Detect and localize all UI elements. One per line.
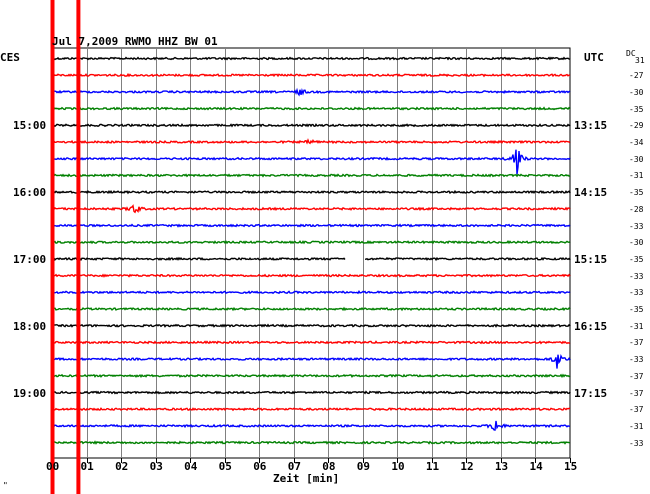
plot-title: Jul 7,2009 RWMO HHZ BW 01 (52, 35, 218, 48)
x-tick-label: 00 (46, 460, 60, 473)
marker-group (50, 0, 81, 494)
trace-line (51, 323, 571, 328)
dc-offset-label: -31 (629, 421, 644, 431)
trace-line (51, 87, 571, 97)
right-hour-label: 17:15 (574, 386, 608, 400)
trace-line (51, 340, 571, 345)
dc-offset-label: -33 (629, 271, 644, 281)
dc-offset-label: -37 (629, 338, 644, 348)
left-hour-label: 15:00 (13, 119, 47, 133)
right-hour-label: 14:15 (574, 186, 608, 200)
trace-line (51, 440, 571, 445)
dc-offset-label: -30 (629, 87, 644, 97)
x-tick-label: 06 (253, 460, 267, 473)
trace-line (51, 290, 571, 295)
right-hour-label: 13:15 (574, 119, 608, 133)
dc-offset-label: -30 (629, 154, 644, 164)
x-axis-label: Zeit [min] (273, 472, 340, 485)
right-hour-label: 16:15 (574, 319, 608, 333)
dc-offset-label: -35 (629, 305, 644, 314)
x-tick-label: 08 (322, 460, 336, 473)
dc-offset-label: -37 (629, 405, 644, 415)
trace-line (51, 56, 571, 61)
x-tick-label: 03 (149, 460, 163, 473)
plot-grid (51, 47, 571, 463)
dc-offset-label: -27 (629, 71, 644, 81)
x-tick-label: 09 (356, 460, 371, 473)
right-hour-label: 15:15 (574, 252, 608, 266)
trace-line (51, 407, 571, 412)
dc-offset-label: -30 (629, 238, 644, 248)
x-tick-label: 12 (460, 460, 474, 473)
x-tick-label: 11 (425, 460, 440, 473)
x-tick-label: 01 (80, 460, 94, 473)
trace-line (51, 390, 571, 395)
x-tick-label: 07 (287, 460, 301, 473)
dc-offset-label: -33 (629, 438, 644, 448)
trace-line (51, 306, 571, 312)
dc-offset-label: -31 (629, 321, 644, 331)
x-tick-label: 10 (391, 460, 405, 473)
trace-line (51, 273, 571, 278)
dc-offset-label: -33 (629, 221, 644, 231)
x-tick-label: 02 (115, 460, 129, 473)
trace-line (51, 138, 571, 145)
trace-line (51, 149, 571, 175)
dc-offset-label: -33 (629, 355, 644, 365)
dc-offset-label: -37 (629, 388, 644, 398)
x-tick-label: 14 (529, 460, 543, 473)
dc-offset-label: -33 (629, 288, 644, 298)
dc-offset-label: -29 (629, 121, 644, 131)
left-timezone-label: CES (0, 51, 20, 64)
corner-mark: " (3, 481, 8, 490)
event-marker-line (76, 0, 81, 494)
dc-header-label: DC (626, 49, 636, 58)
trace-line (51, 123, 571, 128)
dc-offset-label: -34 (629, 138, 644, 147)
trace-line (51, 373, 571, 379)
dc-offset-label: -35 (629, 254, 644, 264)
left-hour-label: 17:00 (13, 252, 47, 266)
x-tick-label: 13 (494, 460, 509, 473)
x-tick-label: 04 (184, 460, 198, 473)
dc-offset-label: -35 (629, 188, 644, 198)
trace-line (51, 204, 571, 214)
x-tick-label: 05 (218, 460, 232, 473)
trace-line (51, 240, 571, 245)
trace-line (51, 223, 571, 228)
trace-line (51, 72, 571, 78)
x-tick-label: 15 (564, 460, 578, 473)
left-hour-label: 19:00 (13, 386, 47, 400)
trace-line (51, 420, 570, 431)
trace-line (51, 189, 571, 195)
dc-offset-label: -31 (629, 171, 644, 181)
trace-line (51, 173, 571, 178)
left-hour-label: 18:00 (13, 319, 47, 333)
trace-line (51, 353, 571, 369)
event-marker-line (50, 0, 55, 494)
dc-offset-label: -37 (629, 371, 644, 381)
trace-line (51, 106, 571, 111)
dc-offset-label: 31 (635, 55, 645, 65)
dc-offset-label: -35 (629, 104, 644, 114)
trace-line (51, 256, 571, 262)
right-timezone-label: UTC (584, 51, 604, 64)
dc-offset-label: -28 (629, 204, 644, 214)
trace-group (51, 56, 571, 445)
left-hour-label: 16:00 (13, 186, 47, 200)
plot-frame (51, 47, 571, 459)
